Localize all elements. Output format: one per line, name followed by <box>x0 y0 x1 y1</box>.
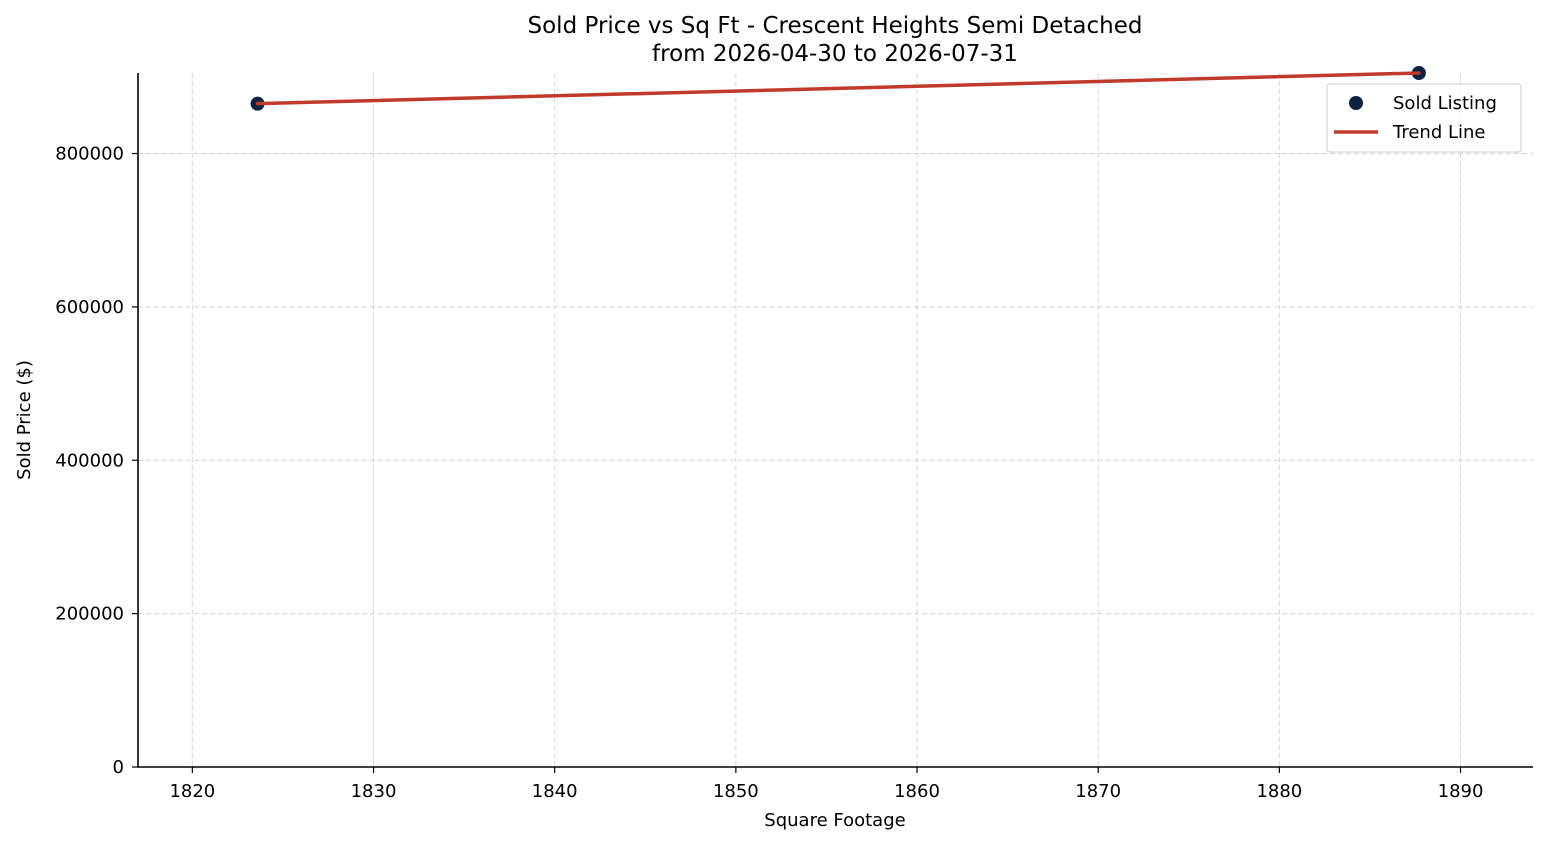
y-axis-ticks: 0 200000 400000 600000 800000 <box>55 144 138 778</box>
chart-subtitle: from 2026-04-30 to 2026-07-31 <box>652 41 1018 67</box>
x-axis-label: Square Footage <box>764 810 905 831</box>
y-axis-label: Sold Price ($) <box>14 360 35 480</box>
grid <box>138 73 1533 767</box>
x-tick-label: 1840 <box>532 781 578 802</box>
x-tick-label: 1820 <box>169 781 215 802</box>
x-axis-ticks: 1820 1830 1840 1850 1860 1870 1880 1890 <box>169 767 1483 802</box>
plot-area <box>250 66 1426 111</box>
x-tick-label: 1860 <box>894 781 940 802</box>
y-tick-label: 0 <box>113 757 124 778</box>
legend-marker-sold-listing <box>1349 96 1363 110</box>
x-tick-label: 1880 <box>1256 781 1302 802</box>
x-tick-label: 1890 <box>1438 781 1484 802</box>
chart-title-group: Sold Price vs Sq Ft - Crescent Heights S… <box>528 13 1143 67</box>
x-tick-label: 1830 <box>351 781 397 802</box>
legend-box <box>1326 83 1522 153</box>
axes <box>137 73 1533 768</box>
legend: Sold Listing Trend Line <box>1326 83 1522 153</box>
y-tick-label: 400000 <box>55 450 124 471</box>
y-tick-label: 600000 <box>55 297 124 318</box>
legend-label-sold-listing: Sold Listing <box>1393 93 1497 114</box>
trend-line <box>255 71 1421 106</box>
legend-label-trend-line: Trend Line <box>1392 122 1486 143</box>
chart-title: Sold Price vs Sq Ft - Crescent Heights S… <box>528 13 1143 39</box>
x-tick-label: 1850 <box>713 781 759 802</box>
y-tick-label: 800000 <box>55 144 124 165</box>
y-tick-label: 200000 <box>55 604 124 625</box>
x-tick-label: 1870 <box>1075 781 1121 802</box>
